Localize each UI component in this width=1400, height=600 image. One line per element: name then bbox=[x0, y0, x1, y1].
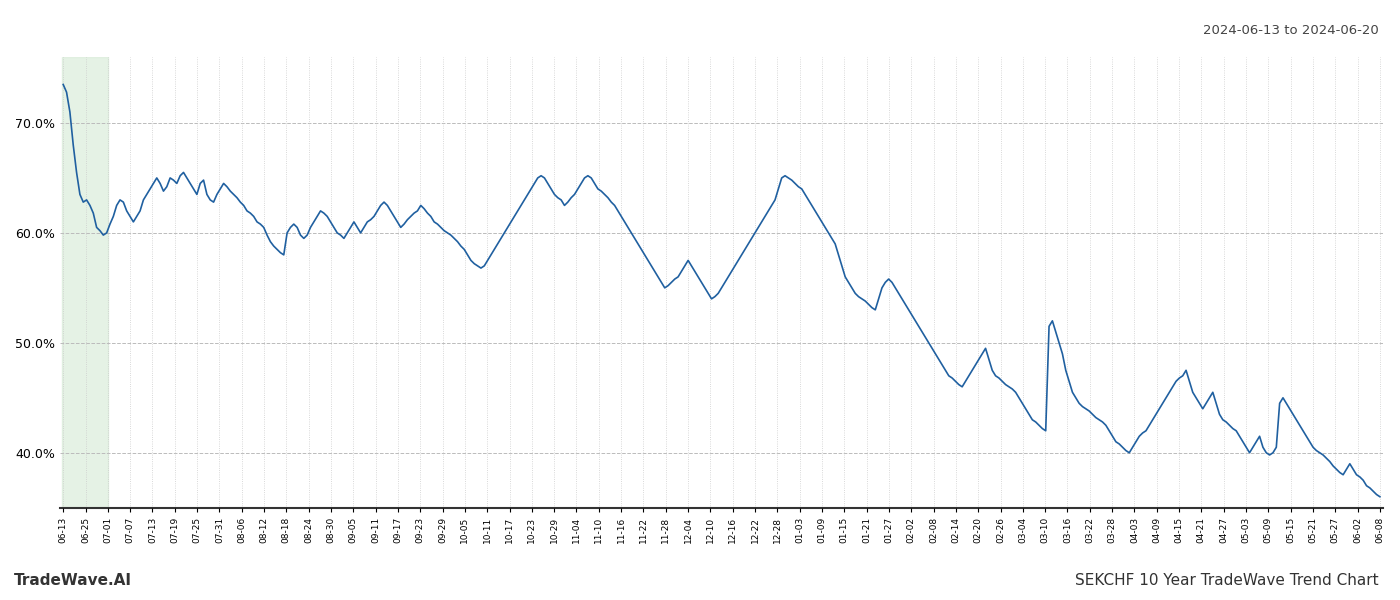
Text: TradeWave.AI: TradeWave.AI bbox=[14, 573, 132, 588]
Text: 2024-06-13 to 2024-06-20: 2024-06-13 to 2024-06-20 bbox=[1203, 24, 1379, 37]
Bar bbox=[62, 57, 108, 508]
Text: SEKCHF 10 Year TradeWave Trend Chart: SEKCHF 10 Year TradeWave Trend Chart bbox=[1075, 573, 1379, 588]
